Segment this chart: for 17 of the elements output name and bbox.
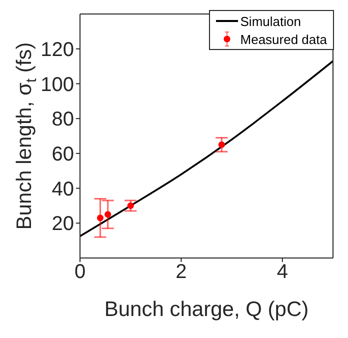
y-tick-label: 20 — [52, 213, 74, 236]
point — [96, 214, 104, 222]
y-tick-label: 80 — [52, 108, 74, 131]
x-tick-label: 0 — [74, 261, 86, 284]
legend-label: Simulation — [240, 14, 301, 28]
legend-label: Measured data — [240, 32, 327, 46]
y-tick-label: 40 — [52, 178, 74, 200]
x-tick-label: 2 — [176, 261, 187, 284]
x-tick-label: 4 — [276, 261, 288, 284]
y-tick-label: 120 — [40, 38, 74, 61]
y-tick-label: 100 — [40, 74, 74, 96]
y-tick-label: 60 — [52, 144, 74, 166]
point — [218, 141, 225, 148]
x-axis-title: Bunch charge, Q (pC) — [104, 298, 309, 321]
point — [104, 211, 112, 218]
point — [127, 202, 134, 210]
line-series — [80, 60, 333, 238]
